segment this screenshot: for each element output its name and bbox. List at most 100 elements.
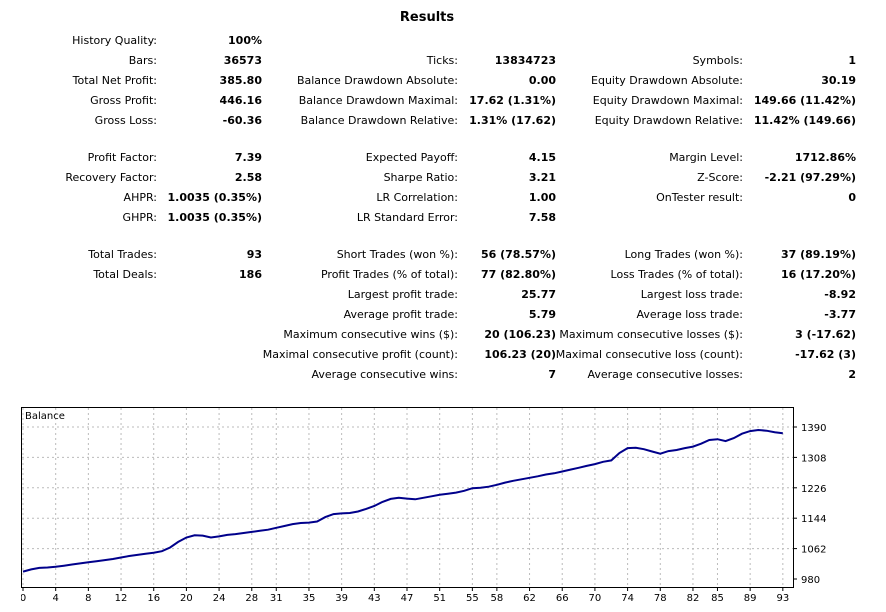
- average-consecutive-wins-label: Average consecutive wins:: [311, 368, 458, 381]
- ticks-label: Ticks:: [426, 54, 458, 67]
- chart-x-tick-label: 58: [491, 593, 504, 604]
- profit-factor-value: 7.39: [234, 151, 262, 164]
- loss-trades-value: 16 (17.20%): [780, 268, 856, 281]
- average-loss-trade-value: -3.77: [824, 308, 856, 321]
- margin-level-label: Margin Level:: [669, 151, 743, 164]
- chart-x-tick-label: 78: [654, 593, 667, 604]
- max-consecutive-wins-value: 20 (106.23): [484, 328, 556, 341]
- equity-drawdown-absolute-value: 30.19: [821, 74, 856, 87]
- short-trades-label: Short Trades (won %):: [336, 248, 458, 261]
- largest-loss-trade-label: Largest loss trade:: [640, 288, 743, 301]
- total-deals-value: 186: [239, 268, 262, 281]
- balance-drawdown-absolute-label: Balance Drawdown Absolute:: [296, 74, 458, 87]
- total-deals-label: Total Deals:: [93, 268, 157, 281]
- chart-x-tick-label: 51: [433, 593, 446, 604]
- largest-loss-trade-value: -8.92: [824, 288, 856, 301]
- average-consecutive-wins-value: 7: [548, 368, 556, 381]
- ghpr-value: 1.0035 (0.35%): [167, 211, 263, 224]
- ticks-value: 13834723: [494, 54, 556, 67]
- gross-profit-label: Gross Profit:: [90, 94, 157, 107]
- ahpr-value: 1.0035 (0.35%): [167, 191, 263, 204]
- balance-drawdown-relative-value: 1.31% (17.62): [469, 114, 556, 127]
- bars-value: 36573: [223, 54, 262, 67]
- max-consecutive-losses-label: Maximum consecutive losses ($):: [559, 328, 743, 341]
- sharpe-ratio-value: 3.21: [528, 171, 556, 184]
- average-consecutive-losses-value: 2: [848, 368, 856, 381]
- chart-x-axis: 0 4 8 12 16 20 24 28 31 35 39 43 47 51 55 58 62 66 70 74 78 8…: [21, 587, 789, 604]
- chart-x-tick-label: 66: [556, 593, 569, 604]
- chart-x-tick-label: 82: [687, 593, 700, 604]
- loss-trades-label: Loss Trades (% of total):: [610, 268, 743, 281]
- equity-drawdown-maximal-label: Equity Drawdown Maximal:: [592, 94, 743, 107]
- largest-profit-trade-value: 25.77: [521, 288, 556, 301]
- ghpr-label: GHPR:: [122, 211, 157, 224]
- lr-correlation-label: LR Correlation:: [376, 191, 458, 204]
- chart-y-axis: 980 1062 1144 1226 1308 1390: [793, 423, 826, 586]
- profit-trades-label: Profit Trades (% of total):: [320, 268, 458, 281]
- chart-y-tick-label: 1226: [801, 484, 826, 495]
- balance-drawdown-maximal-value: 17.62 (1.31%): [469, 94, 556, 107]
- z-score-value: -2.21 (97.29%): [764, 171, 856, 184]
- history-quality-value: 100%: [228, 34, 262, 47]
- chart-x-tick-label: 28: [245, 593, 258, 604]
- lr-correlation-value: 1.00: [528, 191, 556, 204]
- chart-x-tick-label: 20: [180, 593, 193, 604]
- lr-standard-error-label: LR Standard Error:: [356, 211, 458, 224]
- chart-x-tick-label: 31: [270, 593, 283, 604]
- total-net-profit-label: Total Net Profit:: [72, 74, 157, 87]
- balance-drawdown-maximal-label: Balance Drawdown Maximal:: [298, 94, 458, 107]
- total-trades-label: Total Trades:: [88, 248, 157, 261]
- balance-drawdown-absolute-value: 0.00: [528, 74, 556, 87]
- average-profit-trade-value: 5.79: [528, 308, 556, 321]
- gross-loss-value: -60.36: [222, 114, 262, 127]
- profit-trades-value: 77 (82.80%): [480, 268, 556, 281]
- equity-drawdown-maximal-value: 149.66 (11.42%): [753, 94, 856, 107]
- results-title: Results: [399, 10, 455, 25]
- total-trades-value: 93: [246, 248, 262, 261]
- max-consecutive-wins-label: Maximum consecutive wins ($):: [283, 328, 458, 341]
- expected-payoff-value: 4.15: [528, 151, 556, 164]
- average-loss-trade-label: Average loss trade:: [636, 308, 743, 321]
- chart-x-tick-label: 47: [401, 593, 414, 604]
- chart-x-tick-label: 70: [589, 593, 602, 604]
- average-profit-trade-label: Average profit trade:: [343, 308, 458, 321]
- chart-y-tick-label: 1390: [801, 423, 826, 434]
- ahpr-label: AHPR:: [123, 191, 157, 204]
- largest-profit-trade-label: Largest profit trade:: [347, 288, 458, 301]
- chart-y-tick-label: 1144: [801, 514, 826, 525]
- maximal-consecutive-loss-label: Maximal consecutive loss (count):: [555, 348, 743, 361]
- chart-x-tick-label: 16: [147, 593, 160, 604]
- symbols-value: 1: [848, 54, 856, 67]
- chart-x-tick-label: 39: [335, 593, 348, 604]
- total-net-profit-value: 385.80: [219, 74, 262, 87]
- chart-x-tick-label: 4: [52, 593, 58, 604]
- symbols-label: Symbols:: [692, 54, 743, 67]
- chart-x-tick-label: 8: [85, 593, 91, 604]
- chart-x-tick-label: 24: [213, 593, 226, 604]
- lr-standard-error-value: 7.58: [528, 211, 556, 224]
- ontester-result-value: 0: [848, 191, 856, 204]
- chart-x-tick-label: 89: [744, 593, 757, 604]
- average-consecutive-losses-label: Average consecutive losses:: [587, 368, 743, 381]
- long-trades-value: 37 (89.19%): [780, 248, 856, 261]
- recovery-factor-label: Recovery Factor:: [65, 171, 157, 184]
- history-quality-label: History Quality:: [72, 34, 157, 47]
- chart-x-tick-label: 0: [21, 593, 26, 604]
- balance-drawdown-relative-label: Balance Drawdown Relative:: [300, 114, 458, 127]
- equity-drawdown-absolute-label: Equity Drawdown Absolute:: [591, 74, 743, 87]
- max-consecutive-losses-value: 3 (-17.62): [795, 328, 856, 341]
- profit-factor-label: Profit Factor:: [87, 151, 157, 164]
- maximal-consecutive-profit-value: 106.23 (20): [484, 348, 556, 361]
- chart-x-tick-label: 35: [303, 593, 316, 604]
- balance-chart: 980 1062 1144 1226 1308 1390 0 4 8 12 16 20 24 28 31 3…: [21, 407, 826, 604]
- chart-x-tick-label: 12: [115, 593, 128, 604]
- z-score-label: Z-Score:: [697, 171, 743, 184]
- long-trades-label: Long Trades (won %):: [624, 248, 743, 261]
- bars-label: Bars:: [128, 54, 157, 67]
- chart-plot-area: [21, 407, 794, 588]
- recovery-factor-value: 2.58: [234, 171, 262, 184]
- sharpe-ratio-label: Sharpe Ratio:: [383, 171, 458, 184]
- chart-x-tick-label: 43: [368, 593, 381, 604]
- chart-x-tick-label: 85: [711, 593, 724, 604]
- chart-y-tick-label: 980: [801, 575, 820, 586]
